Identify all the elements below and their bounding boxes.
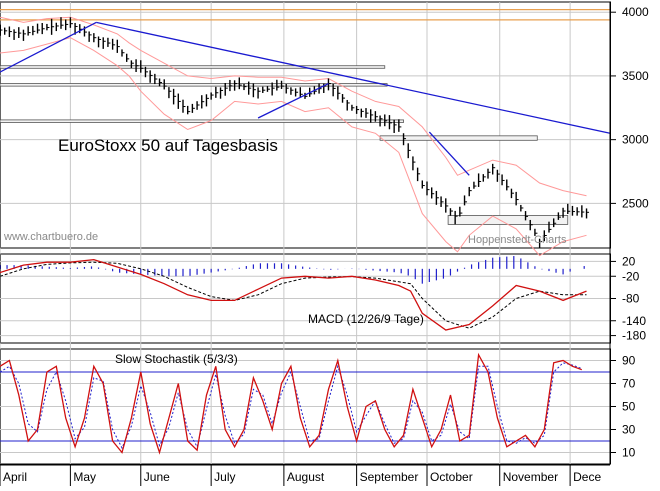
month-label: October — [430, 470, 473, 484]
macd-tick-label: -20 — [622, 269, 640, 283]
bollinger-upper — [0, 16, 587, 197]
month-label: Dece — [573, 470, 601, 484]
stoch-tick-label: 30 — [622, 423, 636, 437]
month-label: September — [360, 470, 419, 484]
macd-label: MACD (12/26/9 Tage) — [308, 312, 424, 326]
stoch-tick-label: 90 — [622, 354, 636, 368]
price-panel — [0, 9, 611, 257]
stoch-tick-label: 50 — [622, 400, 636, 414]
macd-tick-label: -180 — [622, 329, 646, 343]
macd-panel — [0, 256, 587, 331]
month-label: November — [503, 470, 558, 484]
watermark-left: www.chartbuero.de — [3, 231, 98, 243]
macd-signal-line — [0, 261, 587, 329]
month-label: May — [73, 470, 96, 484]
price-tick-label: 3000 — [622, 133, 649, 147]
stochastic-k-line — [0, 352, 583, 455]
trendline — [96, 21, 611, 134]
support-zone — [0, 119, 404, 123]
month-label: April — [3, 470, 27, 484]
macd-tick-label: -140 — [622, 314, 646, 328]
price-tick-label: 2500 — [622, 196, 649, 210]
support-zone — [447, 215, 569, 225]
month-label: July — [214, 470, 235, 484]
stochastic-panel — [0, 352, 610, 455]
stochastic-d-line — [0, 362, 582, 450]
support-zone — [379, 135, 538, 141]
chart-title: EuroStoxx 50 auf Tagesbasis — [58, 136, 278, 155]
stochastic-label: Slow Stochastik (5/3/3) — [115, 352, 238, 366]
macd-tick-label: -80 — [622, 292, 640, 306]
macd-line — [0, 258, 587, 331]
trendline — [0, 21, 97, 73]
price-tick-label: 4000 — [622, 5, 649, 19]
price-tick-label: 3500 — [622, 69, 649, 83]
trendline — [428, 131, 470, 176]
stoch-tick-label: 10 — [622, 446, 636, 460]
month-label: August — [287, 470, 325, 484]
bollinger-lower — [0, 37, 587, 257]
macd-tick-label: 20 — [622, 254, 636, 268]
support-zone — [0, 65, 386, 69]
trendline — [257, 82, 329, 119]
month-label: June — [144, 470, 170, 484]
watermark-right: Hoppenstedt-Charts — [468, 234, 567, 246]
stoch-tick-label: 70 — [622, 377, 636, 391]
